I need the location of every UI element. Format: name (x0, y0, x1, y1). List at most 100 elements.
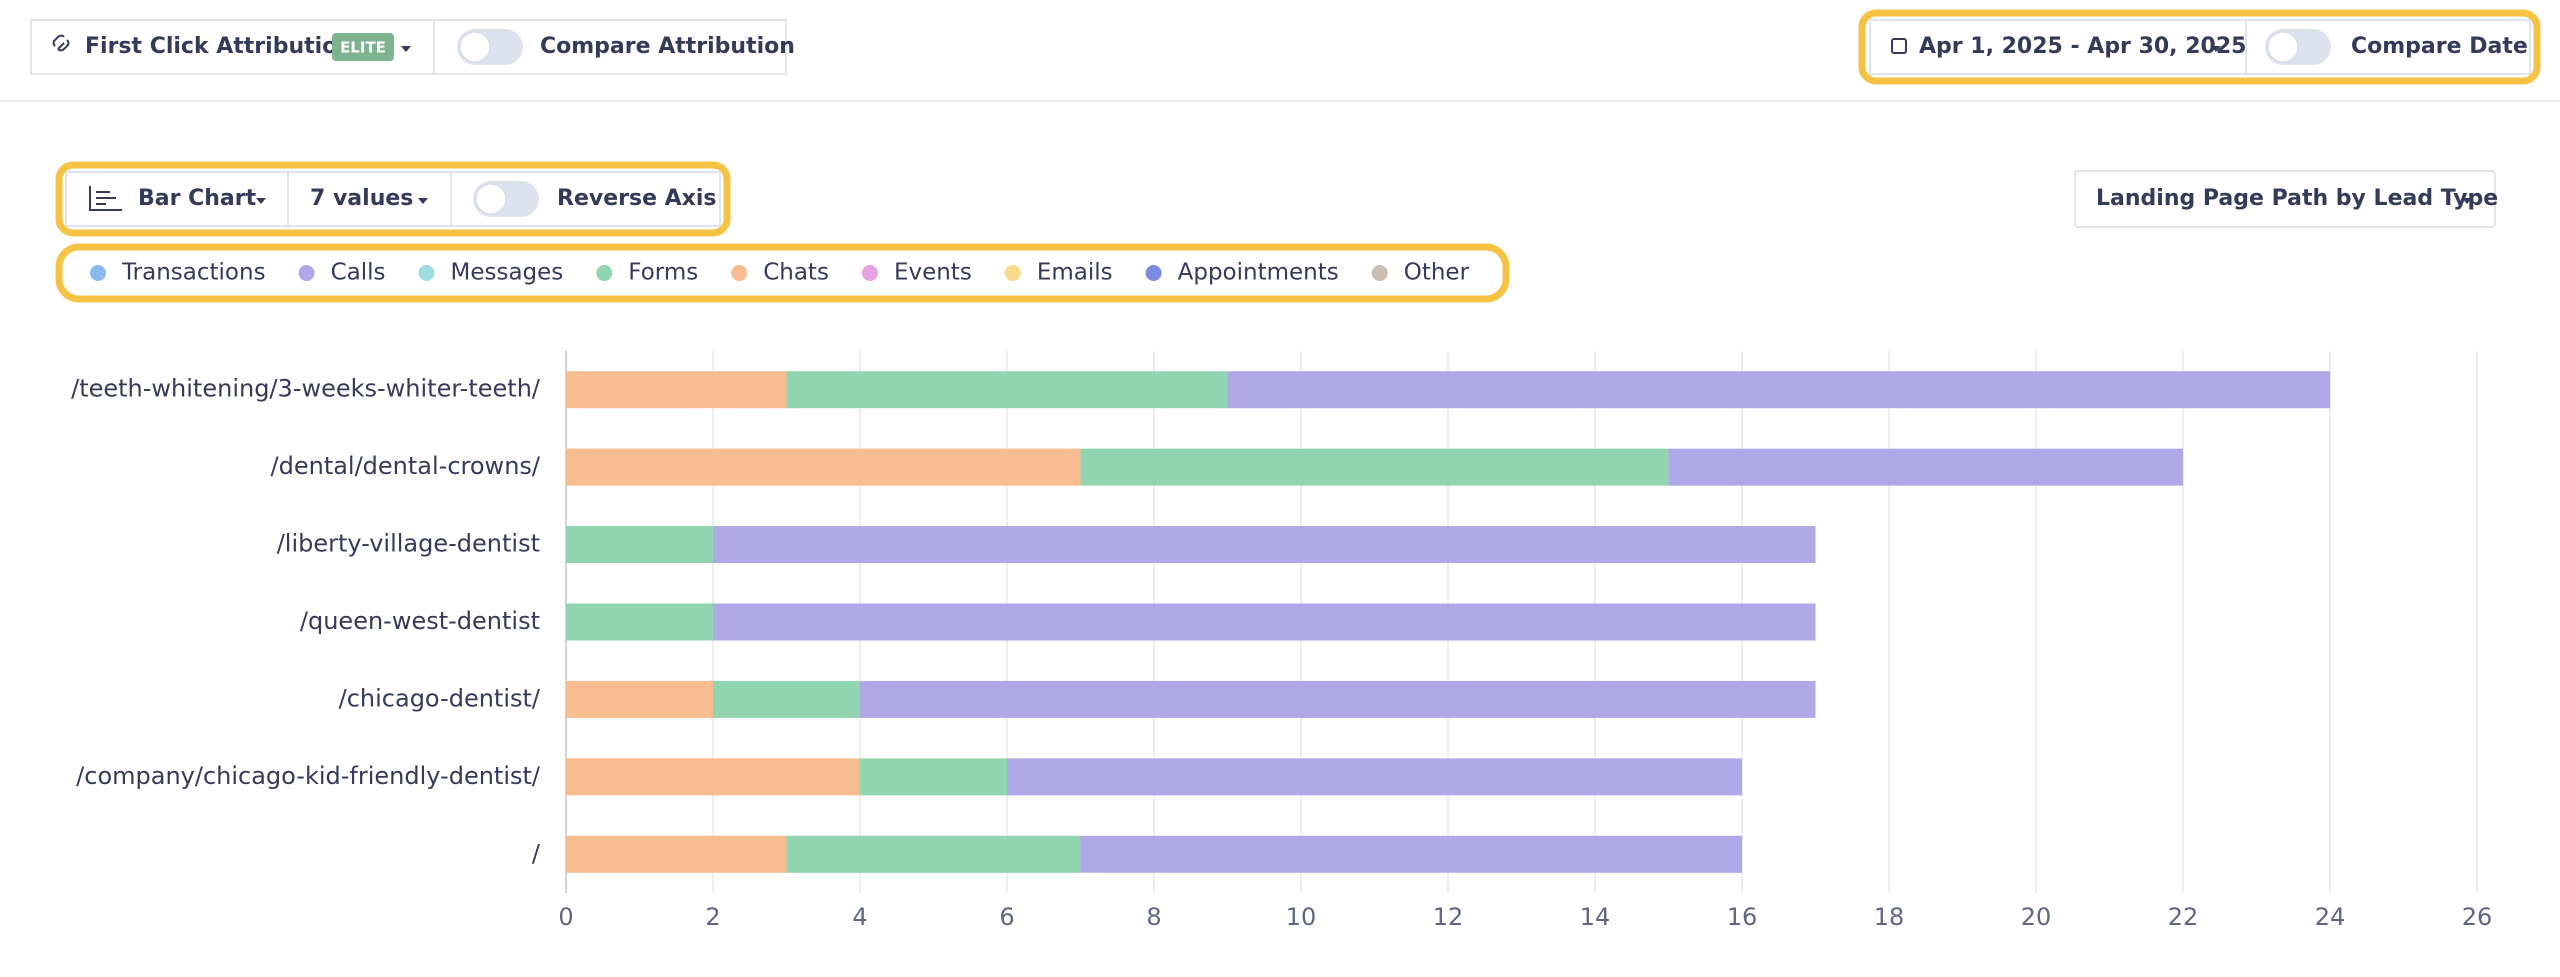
grouping-box (2074, 170, 2496, 228)
caret (2211, 46, 2221, 52)
legend-item[interactable]: Other (1371, 260, 1470, 286)
legend-item[interactable]: Forms (596, 260, 698, 286)
bar-segment (786, 835, 1081, 873)
toggle-knob (2267, 31, 2299, 63)
category-label: / (532, 839, 541, 867)
bar-segment (1080, 835, 1742, 873)
date-dropdown[interactable]: Apr 1, 2025 - Apr 30, 2025 (1891, 34, 2246, 59)
category-label: /dental/dental-crowns/ (271, 452, 541, 480)
legend-label: Appointments (1178, 260, 1339, 286)
bar-segment (713, 526, 1816, 564)
compare-attribution-label: Compare Attribution (540, 34, 795, 59)
legend-swatch (298, 265, 315, 281)
compare-date-label: Compare Date (2351, 34, 2528, 59)
x-tick-label: 16 (1727, 903, 1758, 931)
grouping-label: Landing Page Path by Lead Type (2096, 186, 2498, 211)
legend-item[interactable]: Emails (1004, 260, 1113, 286)
legend-swatch (596, 265, 613, 281)
legend-label: Calls (331, 260, 386, 286)
bar-segment (566, 371, 787, 409)
legend-item[interactable]: Events (861, 260, 972, 286)
caret (256, 198, 266, 204)
date-bar (1869, 19, 2531, 75)
badge-label: ELITE (340, 39, 386, 57)
x-tick-label: 20 (2021, 903, 2052, 931)
bar-segment (566, 835, 787, 873)
legend-swatch (861, 265, 878, 281)
toggle-knob (459, 31, 491, 63)
legend-label: Emails (1037, 260, 1113, 286)
category-label: /teeth-whitening/3-weeks-whiter-teeth/ (71, 375, 541, 403)
chart-type-dropdown[interactable]: Bar Chart (89, 186, 266, 211)
compare-date-toggle[interactable]: Compare Date (2265, 29, 2528, 65)
bar-segment (566, 603, 713, 641)
x-tick-label: 0 (558, 903, 573, 931)
bar-segment (566, 758, 860, 796)
attribution-dropdown[interactable]: First Click Attribution ELITE (52, 33, 411, 61)
legend: Transactions Calls Messages Forms Chats Event… (90, 260, 1470, 286)
bar-segment (786, 371, 1228, 409)
legend-item[interactable]: Calls (298, 260, 386, 286)
grouping-dropdown[interactable]: Landing Page Path by Lead Type (2074, 170, 2498, 228)
compare-attribution-toggle[interactable]: Compare Attribution (457, 29, 795, 65)
category-label: /chicago-dentist/ (339, 684, 541, 712)
bar-segment (860, 758, 1007, 796)
bar-segment (566, 526, 713, 564)
caret (401, 46, 411, 52)
attribution-label: First Click Attribution (85, 34, 353, 59)
legend-swatch (731, 265, 748, 281)
bar-segment (713, 603, 1816, 641)
legend-swatch (418, 265, 435, 281)
chart-type-label: Bar Chart (138, 186, 257, 211)
bar-segment (1080, 448, 1669, 486)
values-dropdown[interactable]: 7 values (310, 186, 428, 211)
x-tick-label: 10 (1286, 903, 1317, 931)
highlight (55, 243, 1510, 303)
highlight (1858, 9, 2541, 85)
bar-segment (566, 680, 713, 718)
legend-label: Events (894, 260, 972, 286)
x-tick-label: 24 (2315, 903, 2346, 931)
x-tick-label: 8 (1146, 903, 1161, 931)
x-tick-label: 2 (705, 903, 720, 931)
legend-item[interactable]: Appointments (1145, 260, 1339, 286)
toggle-knob (475, 183, 507, 215)
category-label: /company/chicago-kid-friendly-dentist/ (76, 762, 541, 790)
values-label: 7 values (310, 186, 413, 211)
chart-controls (65, 171, 721, 227)
bar-segment (713, 680, 860, 718)
reverse-axis-label: Reverse Axis (557, 186, 717, 211)
x-tick-label: 6 (999, 903, 1014, 931)
calendar-icon (1891, 38, 1907, 54)
x-tick-label: 12 (1433, 903, 1464, 931)
highlight (55, 161, 731, 237)
legend-swatch (1371, 265, 1388, 281)
legend-label: Forms (628, 260, 698, 286)
legend-swatch (1145, 265, 1162, 281)
date-range: Apr 1, 2025 - Apr 30, 2025 (1919, 34, 2246, 59)
plot: 0 2 4 6 8 10 12 14 16 18 20 22 24 26/teeth-whitening/… (71, 351, 2492, 931)
legend-label: Other (1404, 260, 1470, 286)
legend-swatch (90, 265, 106, 281)
reverse-axis-toggle[interactable]: Reverse Axis (473, 181, 717, 217)
legend-item[interactable]: Transactions (90, 260, 266, 286)
bar-segment (860, 680, 1816, 718)
x-tick-label: 4 (852, 903, 867, 931)
legend-item[interactable]: Messages (418, 260, 563, 286)
legend-swatch (1004, 265, 1021, 281)
x-tick-label: 26 (2462, 903, 2493, 931)
x-tick-label: 14 (1580, 903, 1611, 931)
legend-item[interactable]: Chats (731, 260, 829, 286)
x-tick-label: 22 (2168, 903, 2199, 931)
badge (332, 33, 394, 61)
bar-segment (566, 448, 1081, 486)
category-label: /liberty-village-dentist (277, 530, 540, 558)
category-label: /queen-west-dentist (300, 607, 540, 635)
caret (2462, 198, 2472, 204)
bar-segment (1668, 448, 2183, 486)
x-tick-label: 18 (1874, 903, 1905, 931)
bar-segment (1227, 371, 2330, 409)
caret (418, 198, 428, 204)
legend-label: Transactions (121, 260, 266, 286)
